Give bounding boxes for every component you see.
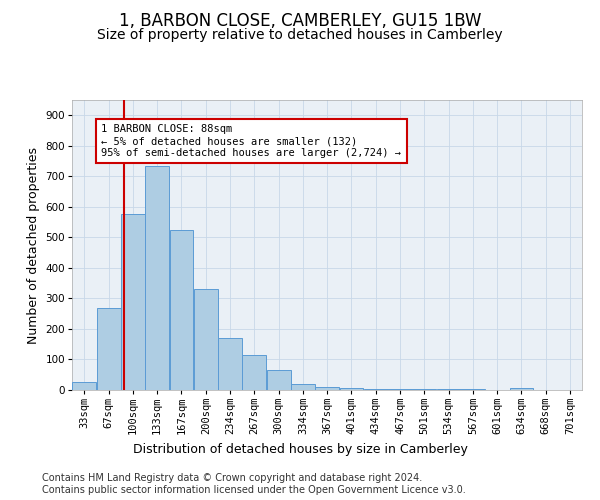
Bar [73,382,96,390]
Bar [145,166,169,390]
Bar [170,230,193,390]
Bar [412,389,436,390]
Text: Size of property relative to detached houses in Camberley: Size of property relative to detached ho… [97,28,503,42]
Text: 1 BARBON CLOSE: 88sqm
← 5% of detached houses are smaller (132)
95% of semi-deta: 1 BARBON CLOSE: 88sqm ← 5% of detached h… [101,124,401,158]
Bar [364,389,388,390]
Text: Contains HM Land Registry data © Crown copyright and database right 2024.
Contai: Contains HM Land Registry data © Crown c… [42,474,466,495]
Bar [340,388,364,390]
Bar [315,387,339,390]
Bar [509,388,533,390]
Bar [242,355,266,390]
Bar [218,338,242,390]
Bar [437,389,461,390]
Bar [121,214,145,390]
Text: Distribution of detached houses by size in Camberley: Distribution of detached houses by size … [133,442,467,456]
Text: 1, BARBON CLOSE, CAMBERLEY, GU15 1BW: 1, BARBON CLOSE, CAMBERLEY, GU15 1BW [119,12,481,30]
Bar [388,389,412,390]
Bar [291,384,315,390]
Bar [194,290,218,390]
Y-axis label: Number of detached properties: Number of detached properties [27,146,40,344]
Bar [267,370,290,390]
Bar [97,308,121,390]
